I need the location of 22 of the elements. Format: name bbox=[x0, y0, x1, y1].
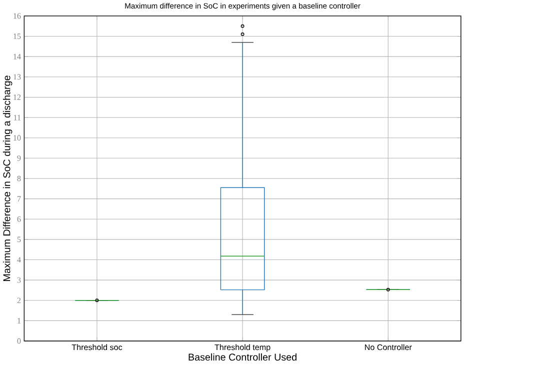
y-tick-label: 16 bbox=[14, 13, 21, 19]
y-tick-label: 0 bbox=[17, 338, 21, 344]
y-tick-label: 14 bbox=[14, 54, 21, 60]
y-axis-title: Maximum Difference in SoC during a discharge bbox=[2, 76, 12, 281]
y-tick-label: 11 bbox=[14, 114, 21, 120]
y-tick-label: 15 bbox=[14, 34, 21, 39]
x-tick-label: No Controller bbox=[365, 344, 412, 350]
y-tick-label: 9 bbox=[17, 155, 21, 161]
y-tick-label: 5 bbox=[17, 236, 21, 242]
y-tick-label: 6 bbox=[17, 216, 21, 222]
y-tick-label: 7 bbox=[18, 196, 21, 202]
y-tick-label: 4 bbox=[17, 257, 21, 262]
x-axis-title: Baseline Controller Used bbox=[188, 353, 296, 361]
y-tick-label: 1 bbox=[18, 318, 21, 324]
x-tick-label: Threshold temp bbox=[214, 344, 270, 352]
y-tick-label: 13 bbox=[14, 74, 21, 80]
y-tick-label: 3 bbox=[17, 277, 21, 283]
x-tick-label: Threshold soc bbox=[72, 344, 122, 350]
y-tick-label: 2 bbox=[17, 298, 21, 304]
y-tick-label: 10 bbox=[14, 135, 21, 141]
y-tick-label: 12 bbox=[14, 94, 21, 100]
y-tick-label: 8 bbox=[17, 176, 21, 182]
